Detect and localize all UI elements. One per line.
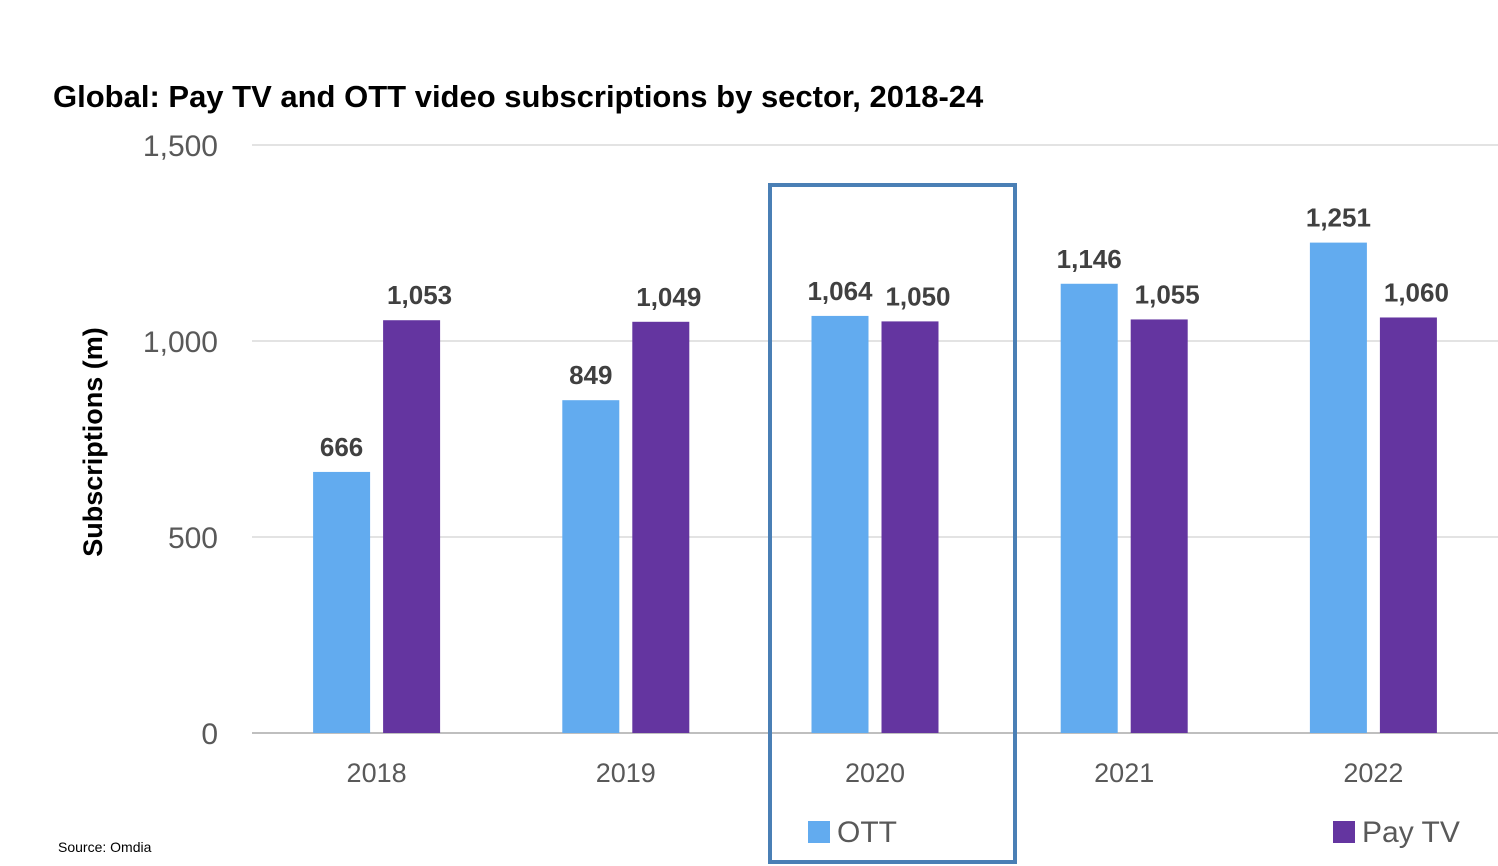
- highlight-box-2020: [768, 183, 1017, 864]
- data-label: 849: [569, 360, 612, 390]
- data-label: 1,146: [1057, 244, 1122, 274]
- data-label: 1,050: [885, 281, 950, 311]
- data-label: 1,060: [1384, 277, 1449, 307]
- data-labels: 666 1,053 849 1,049 1,064 1,050 1,146 1,055 1,25…: [320, 203, 1449, 462]
- bars: [313, 242, 1437, 733]
- bar-pay-tv-2021: [1130, 319, 1188, 733]
- y-tick-label: 0: [201, 718, 218, 751]
- y-tick-label: 1,000: [143, 326, 218, 359]
- data-label: 1,055: [1135, 279, 1200, 309]
- legend-label-ott: OTT: [837, 816, 897, 849]
- data-label: 1,064: [807, 276, 873, 306]
- data-label: 1,049: [636, 282, 701, 312]
- bar-ott-2018: [313, 471, 371, 733]
- x-axis-ticks: 2018 2019 2020 2021 2022: [347, 758, 1404, 788]
- legend-swatch-pay-tv: [1333, 821, 1355, 843]
- chart-title: Global: Pay TV and OTT video subscriptio…: [53, 79, 984, 114]
- x-tick-label: 2018: [347, 758, 407, 788]
- x-tick-label: 2021: [1094, 758, 1154, 788]
- x-tick-label: 2019: [596, 758, 656, 788]
- bar-ott-2019: [562, 400, 620, 733]
- y-tick-label: 500: [168, 522, 218, 555]
- bar-pay-tv-2022: [1379, 317, 1437, 733]
- gridlines: [252, 144, 1498, 734]
- x-tick-label: 2022: [1343, 758, 1403, 788]
- bar-ott-2021: [1060, 283, 1118, 733]
- source-note: Source: Omdia: [58, 839, 152, 855]
- bar-ott-2020: [811, 315, 869, 733]
- data-label: 1,251: [1306, 203, 1371, 233]
- bar-pay-tv-2019: [632, 321, 690, 733]
- y-axis-label: Subscriptions (m): [78, 327, 108, 557]
- bar-pay-tv-2018: [383, 320, 441, 733]
- y-axis-ticks: 0 500 1,000 1,500: [143, 130, 218, 751]
- x-tick-label: 2020: [845, 758, 905, 788]
- legend-label-pay-tv: Pay TV: [1362, 816, 1460, 849]
- legend: OTT Pay TV: [808, 816, 1460, 849]
- legend-swatch-ott: [808, 821, 830, 843]
- bar-pay-tv-2020: [881, 321, 939, 733]
- data-label: 1,053: [387, 280, 452, 310]
- bar-ott-2022: [1309, 242, 1367, 733]
- y-tick-label: 1,500: [143, 130, 218, 163]
- data-label: 666: [320, 432, 363, 462]
